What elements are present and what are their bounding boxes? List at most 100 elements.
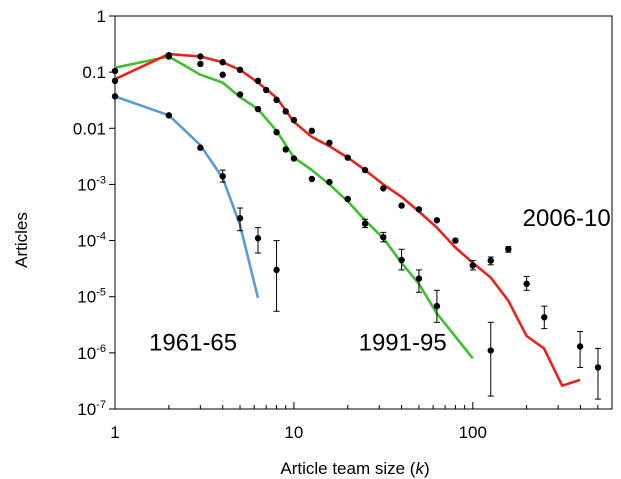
data-marker xyxy=(487,347,494,354)
y-tick-label: 10-3 xyxy=(77,174,106,194)
data-point xyxy=(398,248,405,271)
data-point xyxy=(308,175,316,183)
y-tick-label-base: 1 xyxy=(97,7,106,26)
x-axis-title-variable: k xyxy=(415,459,425,478)
data-point xyxy=(282,146,289,153)
data-marker xyxy=(165,112,173,119)
data-marker xyxy=(344,154,351,161)
data-point xyxy=(254,77,262,85)
data-marker xyxy=(273,266,280,274)
data-point xyxy=(290,155,298,162)
y-tick-label: 10-4 xyxy=(77,231,106,251)
y-tick-label-exponent: -5 xyxy=(96,287,106,299)
data-point xyxy=(236,207,244,232)
data-point xyxy=(111,93,119,100)
data-marker xyxy=(273,129,280,136)
data-marker xyxy=(308,127,316,135)
data-point xyxy=(165,112,173,119)
data-point xyxy=(273,240,280,312)
data-marker xyxy=(415,275,423,282)
y-tick-label-exponent: -3 xyxy=(96,174,106,186)
plot-frame xyxy=(114,15,613,410)
data-marker xyxy=(254,77,262,85)
y-tick-label: 1 xyxy=(97,7,106,26)
data-marker xyxy=(308,175,316,183)
data-marker xyxy=(361,220,369,227)
data-point xyxy=(236,91,244,98)
data-marker xyxy=(219,59,226,66)
data-marker xyxy=(273,96,280,104)
data-point xyxy=(380,185,387,192)
data-point xyxy=(236,66,244,74)
x-axis-title: Article team size (k) xyxy=(280,459,429,478)
series-annotation: 1991-95 xyxy=(359,330,447,357)
data-point xyxy=(308,127,316,135)
x-axis-title-suffix: ) xyxy=(424,459,430,478)
data-point xyxy=(398,202,405,209)
data-marker xyxy=(254,105,262,113)
data-marker xyxy=(326,178,333,186)
data-marker xyxy=(219,173,226,180)
data-marker xyxy=(541,314,548,321)
data-marker xyxy=(282,108,289,115)
data-point xyxy=(541,305,548,330)
data-marker xyxy=(326,139,333,147)
data-marker xyxy=(236,91,244,98)
x-tick-label: 1 xyxy=(110,423,119,442)
data-marker xyxy=(452,237,459,244)
data-point xyxy=(505,246,512,253)
data-marker xyxy=(197,60,204,68)
data-marker xyxy=(415,206,423,213)
y-tick-label-base: 10 xyxy=(77,288,96,307)
y-tick-label-base: 0.01 xyxy=(73,119,106,138)
data-marker xyxy=(165,52,173,59)
data-point xyxy=(415,269,423,293)
data-marker xyxy=(594,364,602,371)
y-tick-label: 0.1 xyxy=(82,63,106,82)
data-point xyxy=(487,321,494,397)
data-marker xyxy=(236,215,244,222)
data-marker xyxy=(236,66,244,74)
data-point xyxy=(273,96,280,104)
x-axis-title-prefix: Article team size ( xyxy=(280,459,415,478)
data-point xyxy=(273,129,280,136)
y-tick-label-exponent: -6 xyxy=(96,343,106,355)
data-point xyxy=(262,86,270,94)
data-marker xyxy=(398,202,405,209)
data-point xyxy=(433,289,441,323)
data-point xyxy=(469,260,476,271)
y-axis-title: Articles xyxy=(12,212,31,268)
data-point xyxy=(326,178,333,186)
series-line-1961-65 xyxy=(114,95,260,299)
data-point xyxy=(380,231,387,243)
data-point xyxy=(219,169,226,183)
y-tick-label-base: 10 xyxy=(77,232,96,251)
data-point xyxy=(487,256,494,266)
data-marker xyxy=(361,166,369,174)
series-annotation: 2006-10 xyxy=(523,205,611,232)
y-tick-label: 10-6 xyxy=(77,343,106,363)
data-points xyxy=(111,52,602,400)
data-marker xyxy=(487,257,494,264)
data-point xyxy=(219,59,226,66)
series-annotation: 1961-65 xyxy=(149,330,237,357)
data-marker xyxy=(197,144,204,151)
data-marker xyxy=(505,246,512,253)
y-tick-label-exponent: -4 xyxy=(96,231,106,243)
data-point xyxy=(290,116,298,124)
data-marker xyxy=(398,256,405,264)
data-point xyxy=(254,105,262,113)
data-point xyxy=(361,218,369,229)
y-tick-label-base: 0.1 xyxy=(82,63,106,82)
y-tick-label: 0.01 xyxy=(73,119,106,138)
data-marker xyxy=(282,146,289,153)
series-line-1991-95 xyxy=(114,55,474,360)
data-marker xyxy=(433,217,441,224)
data-marker xyxy=(197,53,204,60)
data-point xyxy=(452,237,459,244)
data-marker xyxy=(576,343,584,350)
data-marker xyxy=(469,262,476,269)
data-point xyxy=(344,195,351,203)
